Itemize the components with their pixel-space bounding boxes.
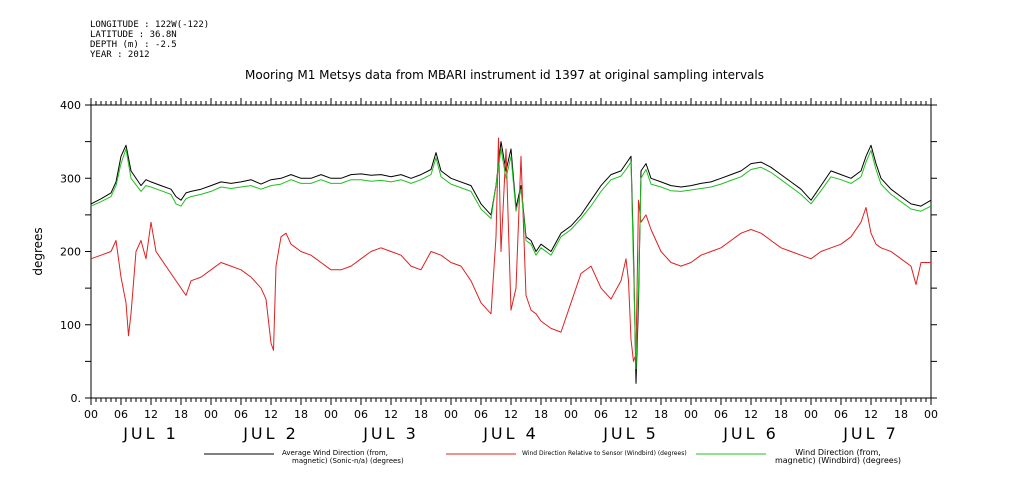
legend-label-3: Wind Direction (from,: [795, 448, 881, 457]
x-tick-label: 12: [624, 408, 638, 421]
day-label: JUL 3: [362, 424, 419, 443]
day-label: JUL 6: [722, 424, 779, 443]
legend-label-2: Wind Direction Relative to Sensor (Windb…: [522, 450, 687, 457]
y-tick-label: 400: [60, 99, 81, 112]
depth-label: DEPTH (m) : -2.5: [90, 40, 177, 50]
series-line-1: [90, 141, 932, 384]
latitude-label: LATITUDE : 36.8N: [90, 30, 177, 40]
x-tick-label: 12: [384, 408, 398, 421]
chart-title: Mooring M1 Metsys data from MBARI instru…: [245, 68, 764, 82]
location-metadata: LONGITUDE : 122W(-122) LATITUDE : 36.8N …: [90, 20, 209, 60]
longitude-label: LONGITUDE : 122W(-122): [90, 20, 210, 30]
day-label: JUL 5: [602, 424, 659, 443]
x-tick-label: 00: [684, 408, 698, 421]
day-label: JUL 2: [242, 424, 299, 443]
x-tick-label: 00: [804, 408, 818, 421]
x-tick-label: 12: [864, 408, 878, 421]
x-tick-label: 12: [144, 408, 158, 421]
x-tick-label: 06: [234, 408, 248, 421]
x-tick-label: 06: [114, 408, 128, 421]
x-tick-label: 18: [294, 408, 308, 421]
y-tick-label: 300: [60, 172, 81, 185]
series-line-3: [90, 148, 932, 370]
legend-label-1: magnetic) (Sonic-n/a) (degrees): [292, 457, 404, 465]
x-tick-label: 06: [354, 408, 368, 421]
x-tick-label: 00: [324, 408, 338, 421]
legend-label-1: Average Wind Direction (from,: [282, 449, 388, 457]
x-tick-label: 06: [594, 408, 608, 421]
y-axis-label: degrees: [31, 227, 45, 275]
day-label: JUL 4: [482, 424, 539, 443]
year-label: YEAR : 2012: [90, 50, 150, 60]
day-label: JUL 7: [842, 424, 899, 443]
x-tick-label: 06: [714, 408, 728, 421]
x-tick-label: 18: [894, 408, 908, 421]
day-label: JUL 1: [122, 424, 179, 443]
x-tick-label: 06: [474, 408, 488, 421]
x-tick-label: 18: [654, 408, 668, 421]
y-tick-label: 200: [60, 246, 81, 259]
chart-axes: 0. 100 200 300 400 degrees 00 06 12 18 00 06 12 18 00 0…: [31, 98, 938, 443]
x-tick-label: 18: [774, 408, 788, 421]
y-tick-label: 100: [60, 319, 81, 332]
x-tick-label: 12: [264, 408, 278, 421]
x-tick-label: 12: [744, 408, 758, 421]
series-line-2: [90, 137, 931, 362]
y-tick-label: 0.: [71, 392, 82, 405]
x-tick-label: 00: [924, 408, 938, 421]
x-tick-label: 18: [534, 408, 548, 421]
chart-legend: Average Wind Direction (from,magnetic) (…: [204, 448, 901, 465]
x-tick-label: 18: [174, 408, 188, 421]
x-tick-label: 12: [504, 408, 518, 421]
x-tick-label: 00: [564, 408, 578, 421]
legend-label-3: magnetic) (Windbird) (degrees): [775, 456, 901, 465]
series-layer: [90, 137, 932, 384]
x-tick-label: 00: [204, 408, 218, 421]
x-tick-label: 00: [444, 408, 458, 421]
x-tick-label: 06: [834, 408, 848, 421]
x-tick-label: 00: [84, 408, 98, 421]
x-tick-label: 18: [414, 408, 428, 421]
